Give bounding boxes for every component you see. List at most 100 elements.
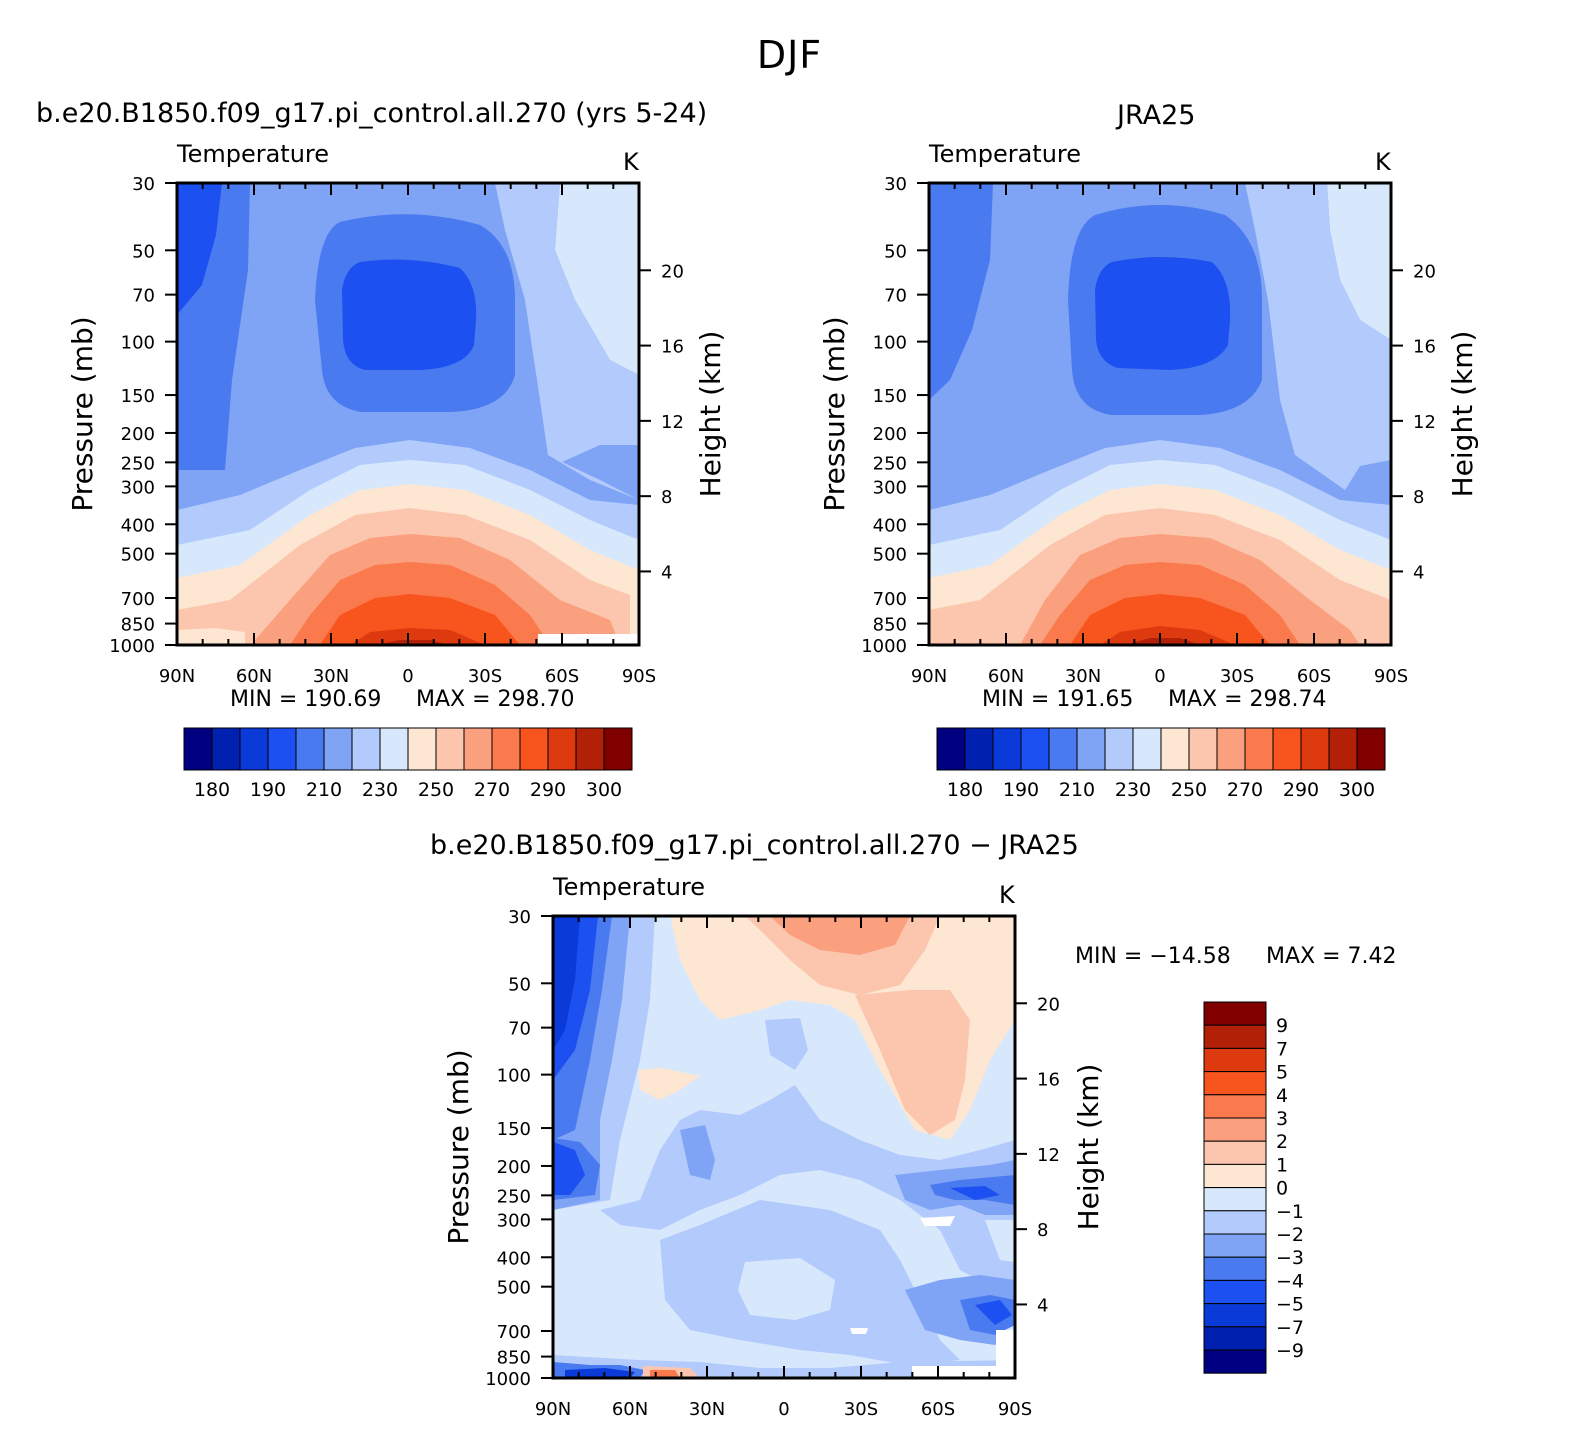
colorbar-label: 2 — [1276, 1131, 1288, 1153]
colorbar-swatch — [435, 727, 465, 771]
colorbar-label: 5 — [1276, 1062, 1288, 1084]
panel-3-y-axis-label: Pressure (mb) — [442, 1049, 475, 1244]
y2-tick-label: 12 — [1037, 1145, 1060, 1166]
colorbar-swatch — [992, 727, 1022, 771]
panel-2-plot: 90N 60N 30N 0 30S 60S 90S 30 50 70 100 150 200 250 300… — [818, 140, 1479, 801]
y2-tick-label: 4 — [1413, 562, 1424, 583]
panel-3-contours — [553, 916, 1015, 1378]
panel-1-variable-label: Temperature — [176, 140, 329, 168]
panel-1-ticks — [165, 182, 651, 646]
colorbar-label: −9 — [1276, 1340, 1304, 1362]
colorbar-swatch — [1203, 1001, 1267, 1026]
colorbar-swatch — [1203, 1163, 1267, 1189]
y2-tick-label: 16 — [661, 337, 684, 358]
colorbar-label: −2 — [1276, 1224, 1304, 1246]
panel-2-y2-axis-label: Height (km) — [1446, 331, 1479, 498]
y-tick-label: 150 — [497, 1119, 531, 1140]
colorbar-swatch — [1076, 727, 1106, 771]
panel-3-variable-label: Temperature — [552, 873, 705, 901]
colorbar-swatch — [491, 727, 521, 771]
y-tick-label: 1000 — [109, 636, 155, 657]
panel-2-ticks — [917, 182, 1403, 646]
colorbar-swatch — [1203, 1326, 1267, 1351]
colorbar-label: −5 — [1276, 1294, 1304, 1316]
colorbar-swatch — [519, 727, 549, 771]
x-tick-label: 90N — [535, 1399, 571, 1420]
panel-3-plot: 90N 60N 30N 0 30S 60S 90S305070100150200250300… — [442, 873, 1397, 1420]
panel-2-y-axis-label: Pressure (mb) — [818, 316, 851, 511]
colorbar-label: 290 — [530, 779, 566, 801]
y-tick-label: 100 — [121, 333, 155, 354]
panel-3-title: b.e20.B1850.f09_g17.pi_control.all.270 −… — [430, 830, 1079, 861]
y-tick-label: 1000 — [861, 636, 907, 657]
colorbar-swatch — [964, 727, 994, 771]
panel-2-title: JRA25 — [1117, 100, 1196, 131]
colorbar-label: −4 — [1276, 1270, 1304, 1292]
panel-2-colorbar: 180 190 210 230 250 270 290 300 — [936, 727, 1386, 801]
colorbar-label: 270 — [474, 779, 510, 801]
y2-tick-label: 4 — [661, 562, 672, 583]
colorbar-label: 4 — [1276, 1085, 1288, 1107]
colorbar-swatch — [1216, 727, 1246, 771]
panel-3-max-label: MAX = 7.42 — [1266, 944, 1397, 969]
y2-tick-label: 8 — [661, 487, 672, 508]
y-tick-label: 70 — [132, 286, 155, 307]
colorbar-swatch — [1244, 727, 1274, 771]
y2-tick-label: 16 — [1037, 1070, 1060, 1091]
x-tick-label: 60N — [988, 666, 1024, 687]
y-tick-label: 300 — [497, 1210, 531, 1231]
y2-tick-label: 4 — [1037, 1295, 1048, 1316]
colorbar-label: 290 — [1283, 779, 1319, 801]
x-tick-label: 30S — [468, 666, 502, 687]
y-tick-label: 700 — [497, 1322, 531, 1343]
colorbar-swatch — [1203, 1187, 1267, 1212]
x-tick-label: 60S — [545, 666, 579, 687]
y-tick-label: 50 — [132, 241, 155, 262]
panel-1-contours — [177, 183, 639, 645]
panel-2-units-label: K — [1375, 148, 1392, 176]
x-tick-label: 60N — [612, 1399, 648, 1420]
x-tick-label: 90N — [159, 666, 195, 687]
colorbar-swatch — [463, 727, 493, 771]
colorbar-label: 300 — [586, 779, 622, 801]
colorbar-swatch — [1048, 727, 1078, 771]
y-tick-label: 1000 — [485, 1369, 531, 1390]
y-tick-label: 30 — [884, 174, 907, 195]
y2-tick-label: 12 — [661, 412, 684, 433]
colorbar-swatch — [211, 727, 241, 771]
colorbar-swatch — [1203, 1117, 1267, 1142]
colorbar-swatch — [1203, 1071, 1267, 1096]
x-tick-label: 0 — [1154, 666, 1165, 687]
colorbar-swatch — [1104, 727, 1134, 771]
colorbar-swatch — [1300, 727, 1330, 771]
colorbar-label: 1 — [1276, 1154, 1288, 1176]
panel-1-tick-labels: 90N 60N 30N 0 30S 60S 90S 30 50 70 100 150 200 250 300… — [109, 174, 684, 687]
panel-1-y2-axis-label: Height (km) — [694, 331, 727, 498]
y-tick-label: 200 — [873, 424, 907, 445]
y-tick-label: 700 — [873, 589, 907, 610]
colorbar-swatch — [1328, 727, 1358, 771]
panel-2-contours — [929, 183, 1391, 645]
colorbar-swatch — [323, 727, 353, 771]
panel-1-y-axis-label: Pressure (mb) — [66, 316, 99, 511]
x-tick-label: 90S — [1374, 666, 1408, 687]
colorbar-swatch — [1203, 1233, 1267, 1258]
x-tick-label: 30S — [1220, 666, 1254, 687]
panel-1-max-label: MAX = 298.70 — [416, 687, 575, 712]
x-tick-label: 60N — [236, 666, 272, 687]
y2-tick-label: 20 — [1413, 261, 1436, 282]
colorbar-swatch — [351, 727, 381, 771]
y2-tick-label: 8 — [1037, 1220, 1048, 1241]
y-tick-label: 70 — [884, 286, 907, 307]
y-tick-label: 400 — [873, 515, 907, 536]
colorbar-swatch — [407, 727, 437, 771]
colorbar-swatch — [936, 727, 966, 771]
colorbar-swatch — [547, 727, 577, 771]
colorbar-swatch — [1203, 1047, 1267, 1073]
panel-3-units-label: K — [999, 881, 1016, 909]
y-tick-label: 700 — [121, 589, 155, 610]
colorbar-swatch — [239, 727, 269, 771]
panel-3-ticks — [541, 915, 1027, 1379]
y-tick-label: 250 — [873, 453, 907, 474]
panel-1-colorbar: 180 190 210 230 250 270 290 300 — [183, 727, 633, 801]
